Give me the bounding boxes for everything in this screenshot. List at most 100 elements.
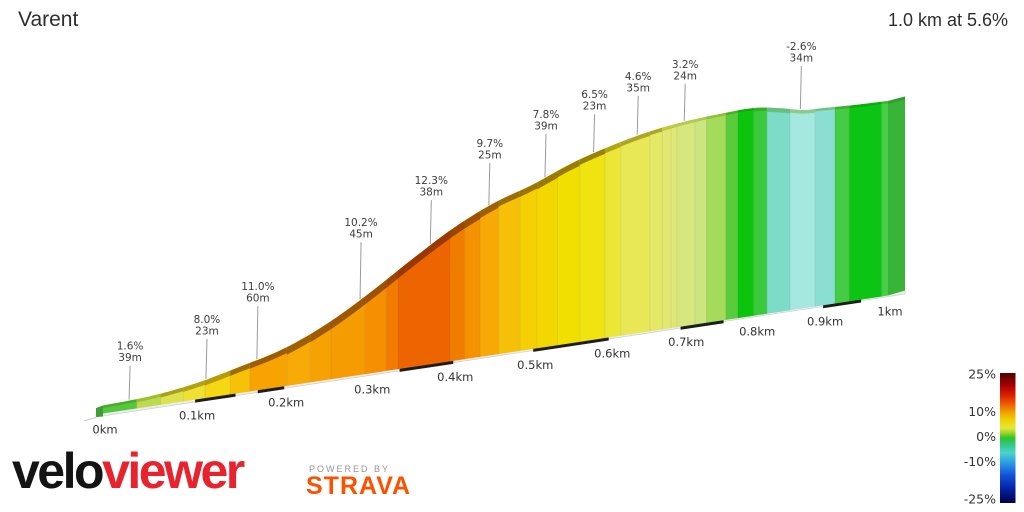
profile-band-top-bevel (557, 159, 580, 178)
segment-label-leader (359, 242, 362, 300)
profile-band[interactable] (365, 279, 387, 375)
profile-band-top-bevel (286, 334, 311, 355)
profile-band[interactable] (753, 107, 767, 316)
profile-band[interactable] (479, 200, 499, 357)
profile-band[interactable] (815, 106, 835, 307)
distance-tick-label: 1km (877, 305, 902, 319)
distance-tick-label: 0.3km (354, 382, 390, 396)
profile-band[interactable] (790, 109, 816, 311)
profile-band-top-bevel (695, 116, 707, 122)
gradient-legend: 25% 10% 0% -10% -25% (964, 367, 1016, 507)
scale-dash (399, 360, 454, 372)
profile-band[interactable] (671, 123, 677, 329)
profile-band-top-bevel (671, 123, 677, 129)
legend-tick-label: 25% (968, 367, 996, 382)
segment-gradient-label: 1.6% (117, 341, 144, 353)
profile-band-top-bevel (706, 112, 726, 120)
segment-length-label: 45m (349, 229, 373, 241)
profile-band[interactable] (386, 270, 398, 371)
profile-band[interactable] (737, 108, 754, 319)
profile-band-top-bevel (386, 270, 398, 288)
segment-gradient-label: 6.5% (581, 89, 608, 101)
profile-band[interactable] (519, 182, 538, 351)
strava-logo[interactable]: STRAVA (306, 472, 412, 500)
logo-velo: velo (12, 443, 105, 499)
distance-tick-label: 0.6km (594, 346, 630, 360)
scale-dash (257, 385, 285, 394)
profile-band-top-bevel (537, 171, 558, 190)
profile-band-top-bevel (205, 370, 231, 386)
segment-label-leader (205, 338, 208, 379)
logo-viewer: viewer (102, 443, 245, 499)
distance-tick-label: 0.2km (268, 395, 304, 409)
profile-band-top-bevel (766, 107, 791, 114)
profile-band-top-bevel (449, 220, 465, 239)
segment-gradient-label: 11.0% (241, 281, 274, 293)
profile-band-top-bevel (881, 100, 888, 105)
profile-band[interactable] (662, 125, 672, 330)
profile-band[interactable] (695, 116, 707, 325)
legend-color-bar (1000, 373, 1016, 503)
distance-tick-label: 0.7km (668, 335, 704, 349)
profile-band-top-bevel (331, 296, 366, 330)
scale-dash (823, 299, 862, 309)
segment-label-leader (429, 200, 432, 245)
profile-band[interactable] (464, 211, 480, 360)
profile-band-top-bevel (160, 387, 184, 398)
profile-band[interactable] (620, 131, 650, 336)
segment-length-label: 60m (246, 293, 270, 305)
profile-band[interactable] (449, 220, 465, 362)
legend-tick-label: 10% (968, 404, 996, 419)
profile-band[interactable] (725, 110, 738, 320)
segment-gradient-label: 4.6% (625, 71, 652, 83)
segment-length-label: 24m (673, 70, 697, 82)
scale-dash (195, 393, 236, 403)
profile-band-top-bevel (737, 108, 754, 113)
profile-band[interactable] (676, 119, 696, 328)
profile-band[interactable] (537, 171, 558, 349)
profile-band[interactable] (766, 107, 791, 314)
profile-band[interactable] (331, 296, 366, 380)
profile-band[interactable] (249, 347, 287, 392)
profile-band-top-bevel (249, 347, 287, 369)
profile-band-top-bevel (579, 148, 605, 165)
segment-label-leader (488, 162, 491, 205)
segment-labels: 1.6%39m8.0%23m11.0%60m10.2%45m12.3%38m9.… (117, 41, 817, 400)
profile-side-face (888, 96, 905, 296)
ground-edge-line (83, 417, 97, 422)
profile-band-top-bevel (834, 105, 850, 110)
profile-band-top-bevel (815, 106, 835, 112)
profile-band[interactable] (557, 159, 580, 346)
profile-band[interactable] (649, 127, 663, 332)
profile-band[interactable] (706, 112, 726, 323)
profile-band-top-bevel (604, 141, 621, 154)
segment-label-leader (128, 365, 131, 400)
segment-label-leader (256, 306, 259, 360)
profile-band-top-bevel (620, 131, 650, 147)
distance-tick-label: 0.5km (517, 358, 553, 372)
scale-dash (533, 336, 609, 352)
profile-band-top-bevel (397, 230, 450, 279)
page-title: Varent (18, 8, 79, 31)
segment-length-label: 23m (195, 325, 219, 337)
segment-gradient-label: 9.7% (476, 138, 503, 150)
segment-length-label: 39m (534, 121, 558, 133)
distance-tick-label: 0.9km (807, 314, 843, 328)
profile-band[interactable] (604, 141, 621, 339)
profile-band[interactable] (834, 105, 850, 304)
profile-band-top-bevel (725, 110, 738, 116)
profile-band-top-bevel (662, 125, 672, 132)
profile-band[interactable] (881, 100, 888, 297)
segment-gradient-label: 10.2% (344, 217, 377, 229)
distance-tick-label: 0.4km (437, 370, 473, 384)
veloviewer-logo[interactable]: veloviewer (12, 443, 245, 499)
powered-by-label: POWERED BY (309, 464, 391, 474)
profile-band[interactable] (849, 101, 882, 302)
profile-band-top-bevel (519, 182, 538, 197)
segment-gradient-label: -2.6% (786, 41, 816, 53)
legend-tick-label: -10% (964, 454, 996, 469)
segment-length-label: 25m (478, 149, 502, 161)
profile-band[interactable] (498, 190, 520, 355)
profile-band[interactable] (579, 148, 605, 342)
